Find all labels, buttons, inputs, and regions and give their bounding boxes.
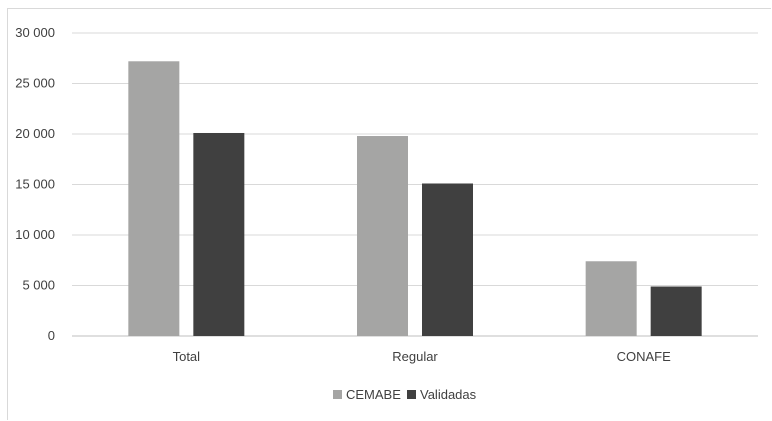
y-tick-label: 15 000 — [15, 177, 55, 192]
y-tick-label: 0 — [48, 328, 55, 343]
legend-label: CEMABE — [346, 387, 401, 402]
x-tick-label: Regular — [392, 349, 438, 364]
chart-frame — [7, 8, 771, 420]
y-tick-label: 30 000 — [15, 25, 55, 40]
bar-validadas-regular — [422, 183, 473, 336]
legend-label: Validadas — [420, 387, 477, 402]
y-tick-label: 25 000 — [15, 76, 55, 91]
legend-swatch — [407, 390, 416, 399]
x-tick-label: CONAFE — [617, 349, 672, 364]
x-tick-label: Total — [173, 349, 201, 364]
bar-cemabe-conafe — [585, 261, 637, 336]
bar-validadas-conafe — [650, 286, 702, 336]
bar-validadas-total — [193, 132, 245, 336]
legend-swatch — [333, 390, 342, 399]
y-tick-label: 5 000 — [22, 278, 55, 293]
bar-cemabe-regular — [357, 136, 408, 336]
bar-cemabe-total — [128, 61, 180, 336]
y-tick-label: 10 000 — [15, 227, 55, 242]
y-tick-label: 20 000 — [15, 126, 55, 141]
